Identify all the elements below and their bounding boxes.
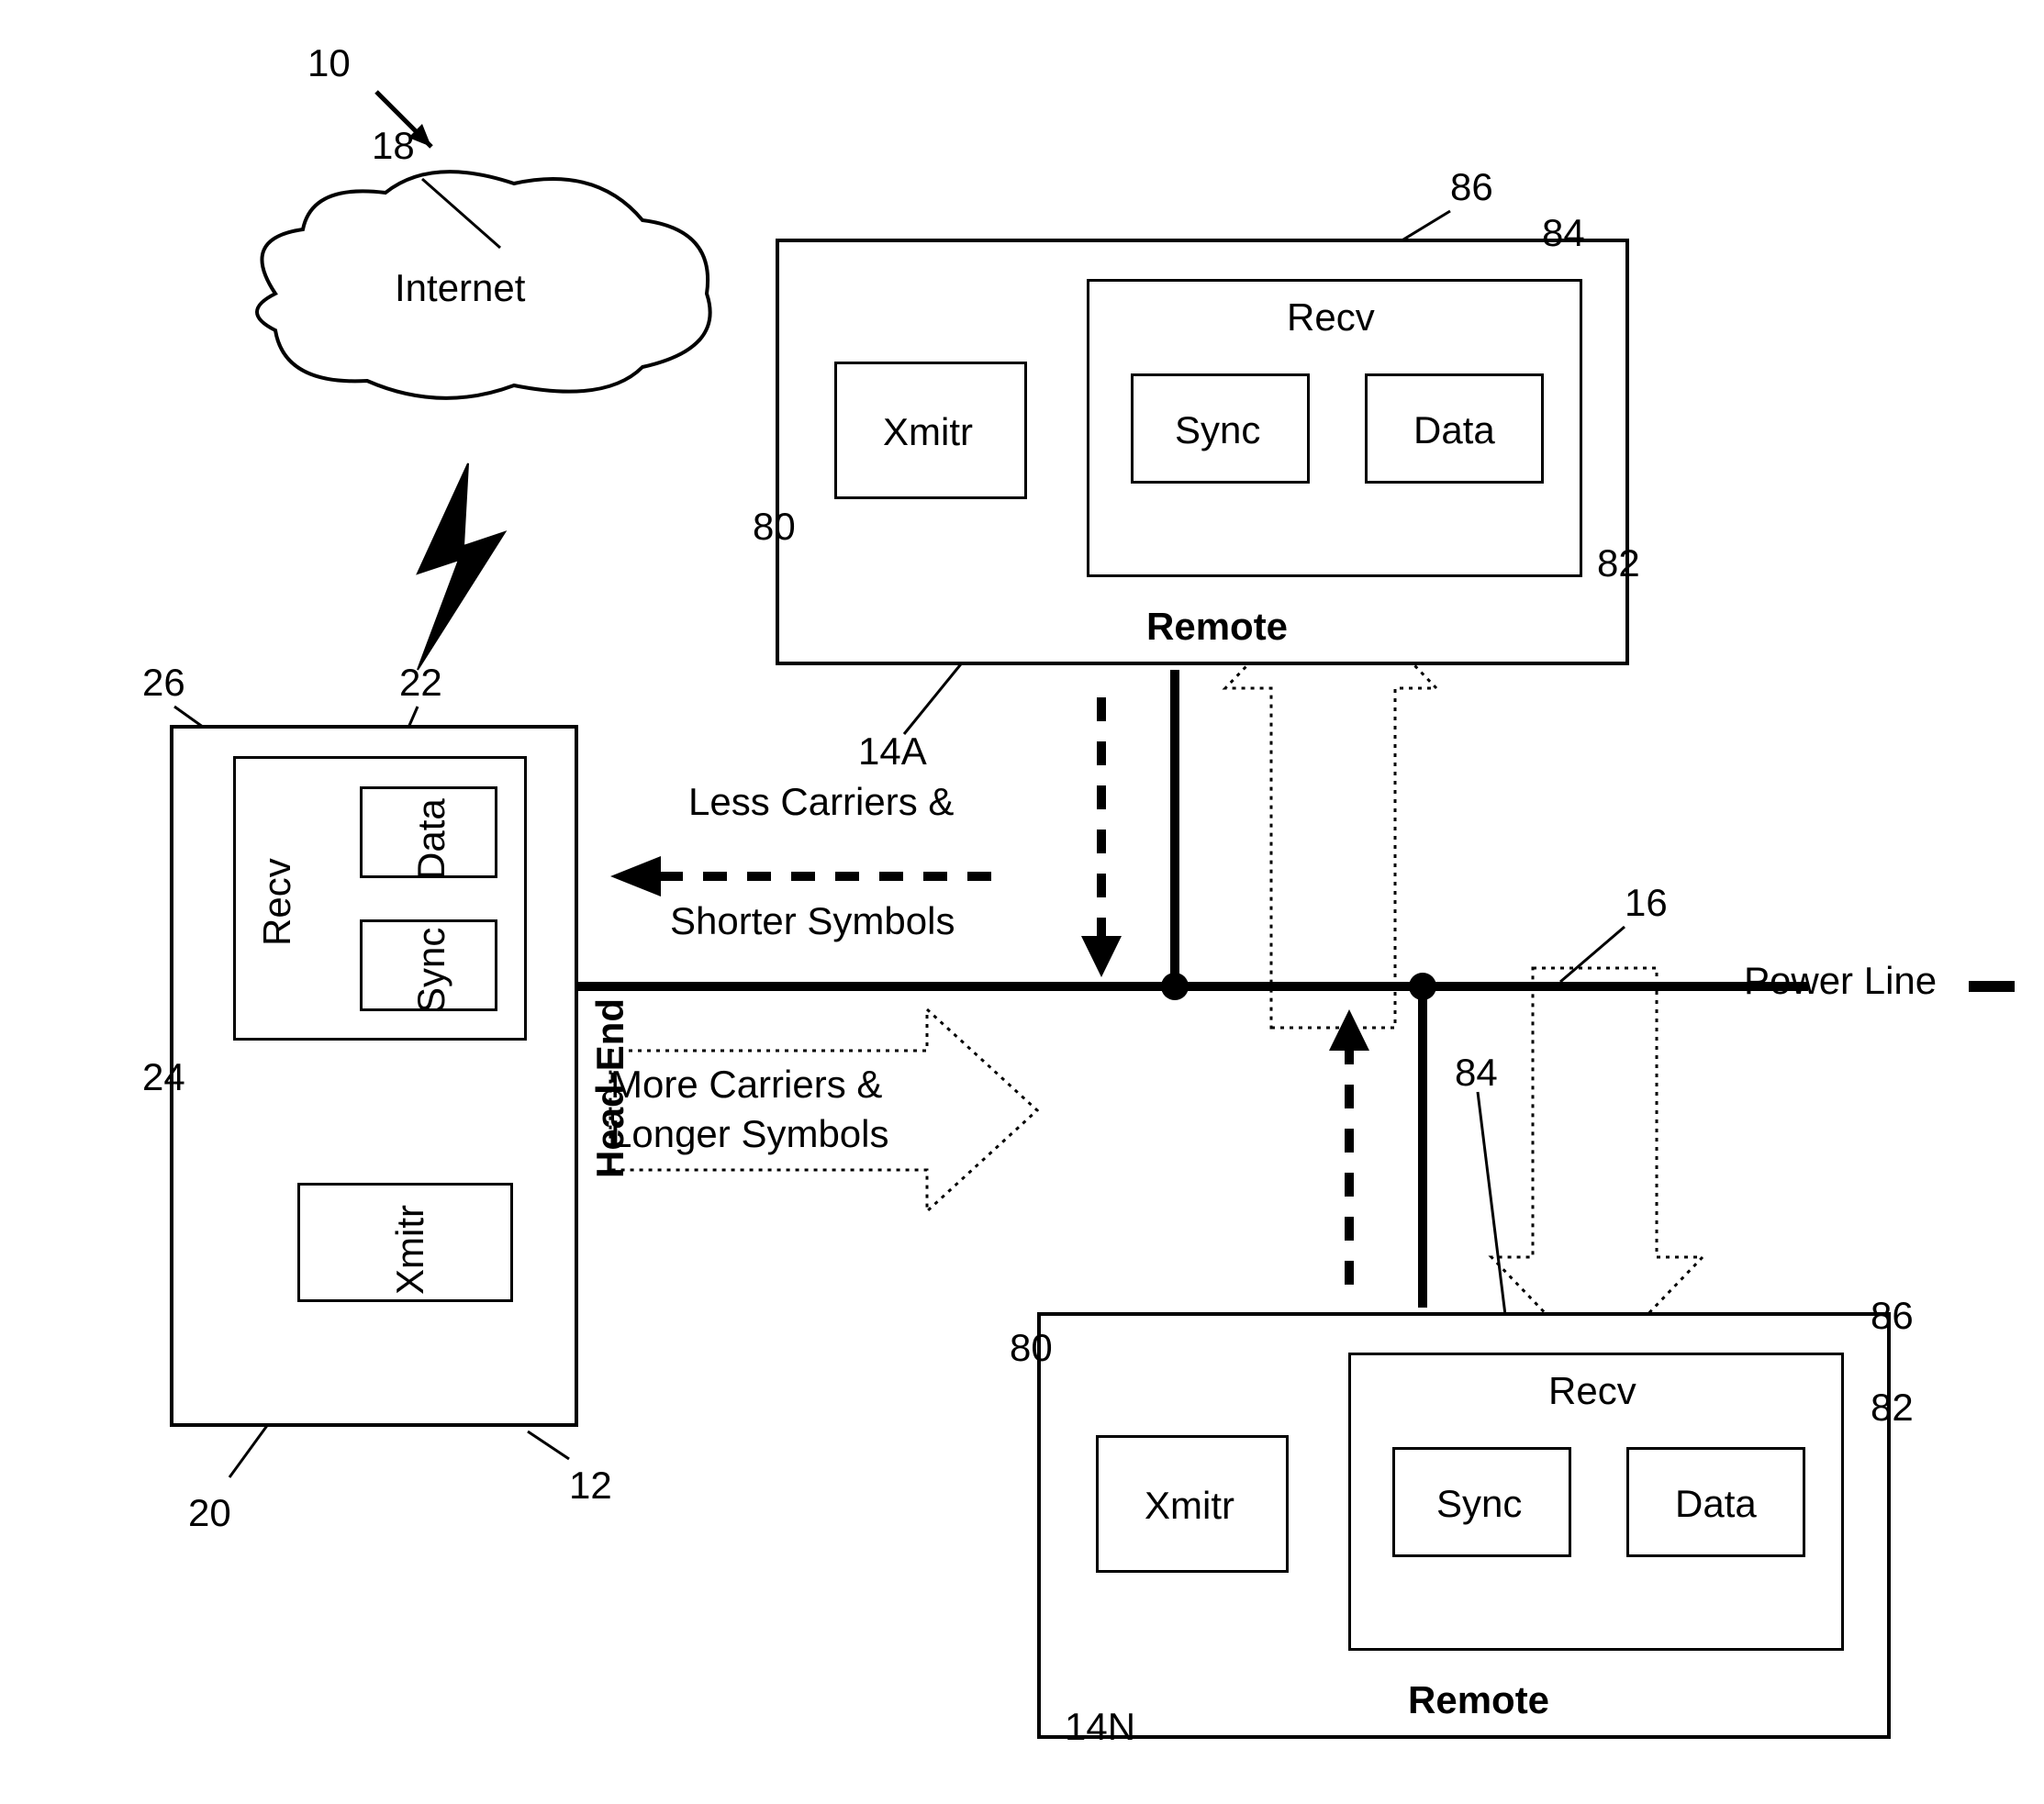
ref-82a: 82: [1597, 541, 1640, 585]
ref-24: 24: [142, 1055, 185, 1099]
headend-box: Recv Data Sync Xmitr: [170, 725, 578, 1427]
ref-82b: 82: [1871, 1386, 1914, 1430]
headend-sync-label: Sync: [409, 921, 453, 1013]
more-carriers-label: More Carriers &: [610, 1063, 882, 1107]
remote-n-sync-box: Sync: [1392, 1447, 1571, 1557]
ref-12: 12: [569, 1464, 612, 1508]
ref-80a: 80: [753, 505, 796, 549]
remote-n-box: Xmitr Recv Sync Data Remote: [1037, 1312, 1891, 1739]
headend-xmitr-label: Xmitr: [388, 1194, 432, 1295]
remote-a-xmitr-box: Xmitr: [834, 362, 1027, 499]
remote-n-recv-label: Recv: [1548, 1369, 1636, 1413]
headend-data-box: Data: [360, 786, 497, 878]
ref-84a: 84: [1542, 211, 1585, 255]
remote-n-xmitr-label: Xmitr: [1145, 1484, 1234, 1528]
headend-recv-label: Recv: [255, 854, 299, 946]
remote-a-box: Xmitr Recv Sync Data Remote: [776, 239, 1629, 665]
less-carriers-label: Less Carriers &: [688, 780, 954, 824]
remote-n-data-box: Data: [1626, 1447, 1805, 1557]
ref-10: 10: [307, 41, 351, 85]
remote-n-data-label: Data: [1675, 1482, 1757, 1526]
shorter-symbols-label: Shorter Symbols: [670, 899, 955, 943]
ref-86a: 86: [1450, 165, 1493, 209]
remote-n-recv-box: Recv Sync Data: [1348, 1353, 1844, 1651]
lightning-bolt: [418, 463, 505, 670]
diagram-canvas: Internet 10 18 Recv Data Sync Xmitr Head…: [0, 0, 2044, 1804]
remote-a-sync-box: Sync: [1131, 373, 1310, 484]
ref-22: 22: [399, 661, 442, 705]
remote-a-recv-label: Recv: [1287, 295, 1375, 340]
internet-label: Internet: [395, 266, 525, 310]
headend-sync-box: Sync: [360, 919, 497, 1011]
headend-recv-box: Recv Data Sync: [233, 756, 527, 1041]
remote-a-label: Remote: [1146, 605, 1288, 649]
remote-a-sync-label: Sync: [1175, 408, 1260, 452]
remote-n-label: Remote: [1408, 1678, 1549, 1722]
headend-data-label: Data: [409, 788, 453, 880]
ref-80b: 80: [1010, 1326, 1053, 1370]
remote-a-recv-box: Recv Sync Data: [1087, 279, 1582, 577]
remote-a-data-box: Data: [1365, 373, 1544, 484]
remote-a-xmitr-label: Xmitr: [883, 410, 973, 454]
ref-86b: 86: [1871, 1294, 1914, 1338]
remote-n-sync-label: Sync: [1436, 1482, 1522, 1526]
longer-symbols-label: Longer Symbols: [610, 1112, 889, 1156]
ref-18: 18: [372, 124, 415, 168]
ref-16: 16: [1625, 881, 1668, 925]
ref-20: 20: [188, 1491, 231, 1535]
ref-26: 26: [142, 661, 185, 705]
headend-xmitr-box: Xmitr: [297, 1183, 513, 1302]
powerline-label: Power Line: [1744, 959, 1937, 1003]
ref-14A: 14A: [858, 729, 927, 774]
remote-a-data-label: Data: [1413, 408, 1495, 452]
ref-84b: 84: [1455, 1051, 1498, 1095]
remote-n-xmitr-box: Xmitr: [1096, 1435, 1289, 1573]
ref-14N: 14N: [1065, 1705, 1135, 1749]
